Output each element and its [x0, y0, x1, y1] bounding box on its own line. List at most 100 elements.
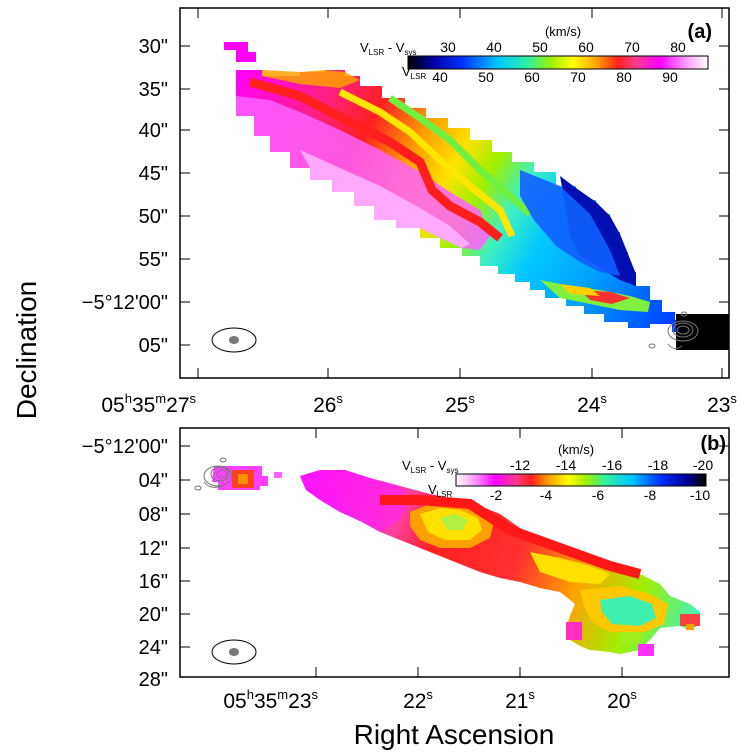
panel-a-xtick-3: 24s [577, 391, 607, 417]
panel-b-ytick-3: 12" [139, 538, 168, 560]
panel-b-cb-top-0: -12 [510, 457, 530, 473]
panel-b-west-orange [686, 624, 694, 630]
panel-a-yellow-ridge [338, 88, 516, 238]
panel-b-cb-bot-4: -10 [690, 487, 710, 503]
panel-b-beam-outline [211, 639, 257, 665]
panel-b-cb-bot-3: -8 [644, 487, 657, 503]
panel-b-ytick-5: 20" [139, 604, 168, 626]
panel-a: 30" 35" 40" 45" 50" 55" −5°12'00" 05" 05… [82, 7, 737, 417]
panel-b-beam [229, 648, 239, 656]
panel-a-beam-outline [211, 327, 257, 353]
panel-a-cb-bot-1: 50 [478, 69, 494, 85]
panel-b-ytick-7: 28" [139, 669, 168, 691]
panel-b-ytick-0: −5°12'00" [82, 436, 168, 458]
panel-a-ytick-4: 50" [139, 206, 168, 228]
panel-a-ytick-3: 45" [139, 163, 168, 185]
panel-a-y-axis: 30" 35" 40" 45" 50" 55" −5°12'00" 05" [82, 36, 729, 357]
panel-b-dot [274, 472, 282, 478]
panel-b-xtick-2: 21s [505, 687, 535, 713]
panel-b-south-magenta [638, 644, 654, 656]
panel-b-frame [179, 427, 730, 678]
panel-a-red-ridge [248, 77, 503, 242]
panel-a-jet [236, 62, 690, 332]
panel-a-contours [648, 311, 699, 350]
panel-b-contours [194, 457, 233, 491]
panel-a-ytick-1: 35" [139, 79, 168, 101]
panel-a-ytick-2: 40" [139, 120, 168, 142]
panel-b-x-axis: 05h35m23s 22s 21s 20s [223, 428, 637, 713]
panel-a-black-block-top [698, 314, 729, 318]
panel-b-clump-1-green [440, 514, 468, 530]
panel-a-west-clump-yellow [560, 284, 600, 296]
panel-a-x-axis: 05h35m27s 26s 25s 24s 23s [101, 8, 737, 417]
panel-a-ytick-5: 55" [139, 249, 168, 271]
panel-b-colorbar-bottom-label: VLSR [428, 482, 452, 499]
panel-b-colorbar-top-label: VLSR - Vsys [402, 458, 458, 475]
panel-b-west-magenta [566, 622, 582, 640]
panel-b: −5°12'00" 04" 08" 12" 16" 20" 24" 28" 05… [82, 427, 730, 713]
panel-a-colorbar-bar [407, 55, 709, 70]
panel-a-south-wing-light [300, 150, 470, 248]
panel-a-xtick-4: 23s [707, 391, 737, 417]
panel-a-north-orange [262, 70, 360, 88]
panel-a-cb-top-2: 50 [532, 39, 548, 55]
panel-a-nw-knob [224, 42, 256, 62]
panel-a-cb-bot-0: 40 [432, 69, 448, 85]
panel-b-colorbar-units: (km/s) [558, 442, 594, 457]
panel-b-cb-bot-1: -4 [540, 487, 553, 503]
panel-b-envelope [300, 470, 410, 532]
panel-b-xtick-3: 20s [607, 687, 637, 713]
panel-b-ytick-2: 08" [139, 504, 168, 526]
panel-b-cb-top-3: -18 [648, 457, 668, 473]
panel-b-image [194, 457, 700, 656]
panel-a-colorbar-top-label: VLSR - Vsys [360, 40, 416, 57]
panel-b-cb-top-4: -20 [693, 457, 713, 473]
panel-a-xtick-1: 26s [313, 391, 343, 417]
panel-b-cb-top-2: -16 [602, 457, 622, 473]
panel-b-cb-bot-0: -2 [490, 487, 503, 503]
panel-b-cb-top-1: -14 [556, 457, 576, 473]
panel-a-cb-bot-4: 80 [616, 69, 632, 85]
panel-b-ytick-1: 04" [139, 470, 168, 492]
panel-a-cb-bot-5: 90 [662, 69, 678, 85]
panel-b-colorbar-bar [455, 473, 707, 487]
panel-a-cb-bot-2: 60 [524, 69, 540, 85]
panel-a-xtick-0: 05h35m27s [101, 391, 196, 417]
panel-b-red-band [380, 495, 642, 579]
panel-a-cb-bot-3: 70 [570, 69, 586, 85]
panel-b-cb-bot-2: -6 [592, 487, 605, 503]
panel-a-image [224, 42, 729, 350]
panel-a-cb-top-3: 60 [578, 39, 594, 55]
panel-a-ytick-6: −5°12'00" [82, 292, 168, 314]
panel-a-xtick-2: 25s [445, 391, 475, 417]
panel-b-knot-core-inner [238, 474, 248, 484]
panel-a-ytick-0: 30" [139, 36, 168, 58]
panel-a-frame [179, 7, 730, 379]
panel-a-green-ridge [388, 95, 533, 217]
panel-a-ytick-7: 05" [139, 335, 168, 357]
panel-b-colorbar: (km/s) VLSR - Vsys VLSR -12 -14 -16 -18 … [402, 442, 713, 503]
panel-b-xtick-0: 05h35m23s [223, 687, 318, 713]
panel-a-blue-mid [520, 170, 620, 276]
panel-a-cb-top-1: 40 [486, 39, 502, 55]
y-axis-title: Declination [11, 281, 42, 420]
panel-a-colorbar-units: (km/s) [545, 24, 581, 39]
panel-a-cb-top-0: 30 [440, 39, 456, 55]
panel-b-y-axis: −5°12'00" 04" 08" 12" 16" 20" 24" 28" [82, 436, 729, 691]
panel-b-ytick-6: 24" [139, 637, 168, 659]
panel-a-cb-top-4: 70 [624, 39, 640, 55]
panel-b-west-red [680, 614, 700, 626]
panel-b-west-clump-green [600, 596, 656, 626]
panel-a-south-wing [236, 96, 490, 250]
x-axis-title: Right Ascension [354, 719, 555, 750]
panel-a-label: (a) [688, 21, 712, 43]
panel-a-black-block [676, 314, 729, 350]
panel-b-ytick-4: 16" [139, 571, 168, 593]
panel-a-cb-top-5: 80 [670, 39, 686, 55]
panel-a-colorbar: (km/s) VLSR - Vsys VLSR 30 40 50 60 70 8… [360, 24, 709, 85]
panel-b-west-clump-lime [620, 632, 644, 644]
panel-b-xtick-1: 22s [403, 687, 433, 713]
panel-a-beam [229, 336, 239, 344]
panel-b-mid-yellow [530, 552, 610, 584]
